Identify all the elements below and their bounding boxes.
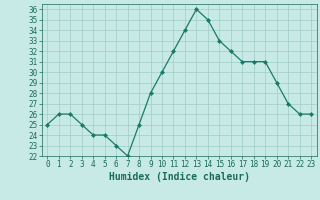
X-axis label: Humidex (Indice chaleur): Humidex (Indice chaleur): [109, 172, 250, 182]
